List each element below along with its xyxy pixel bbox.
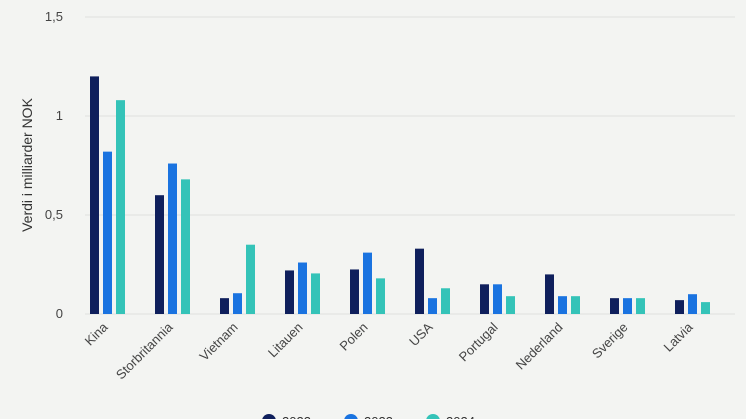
bar-2023-storbritannia bbox=[168, 163, 177, 314]
category-label: Sverige bbox=[589, 320, 631, 362]
category-label: Latvia bbox=[660, 319, 696, 355]
category-label: Nederland bbox=[513, 320, 566, 373]
bar-2022-vietnam bbox=[220, 298, 229, 314]
bar-2023-usa bbox=[428, 298, 437, 314]
legend-marker-2024 bbox=[426, 414, 440, 419]
bar-2023-vietnam bbox=[233, 293, 242, 314]
bar-2024-latvia bbox=[701, 302, 710, 314]
legend: 2022 2023 2024 bbox=[262, 414, 475, 419]
bar-2022-polen bbox=[350, 269, 359, 314]
y-tick-label: 1,5 bbox=[45, 9, 63, 24]
legend-marker-2022 bbox=[262, 414, 276, 419]
category-label: Vietnam bbox=[196, 320, 240, 364]
category-label: Polen bbox=[337, 320, 371, 354]
y-tick-label: 0,5 bbox=[45, 207, 63, 222]
bar-2022-latvia bbox=[675, 300, 684, 314]
bar-2023-kina bbox=[103, 151, 112, 314]
category-label: Kina bbox=[82, 319, 112, 349]
bar-2024-polen bbox=[376, 278, 385, 314]
bar-2022-sverige bbox=[610, 298, 619, 314]
bar-2024-litauen bbox=[311, 273, 320, 314]
legend-marker-2023 bbox=[344, 414, 358, 419]
bar-2022-storbritannia bbox=[155, 195, 164, 314]
category-label: Storbritannia bbox=[113, 319, 176, 382]
bar-2022-litauen bbox=[285, 270, 294, 314]
bar-2023-latvia bbox=[688, 294, 697, 314]
bars bbox=[90, 76, 710, 315]
y-axis-ticks: 0 0,5 1 1,5 bbox=[45, 9, 63, 321]
category-label: USA bbox=[406, 319, 436, 349]
bar-2024-vietnam bbox=[246, 244, 255, 314]
y-axis-title: Verdi i milliarder NOK bbox=[19, 97, 35, 231]
bar-2022-kina bbox=[90, 76, 99, 315]
bar-2023-polen bbox=[363, 252, 372, 314]
y-tick-label: 1 bbox=[56, 108, 63, 123]
bar-2024-storbritannia bbox=[181, 179, 190, 314]
bar-2023-nederland bbox=[558, 296, 567, 314]
category-labels: Kina Storbritannia Vietnam Litauen Polen USA P… bbox=[82, 319, 697, 382]
legend-label-2022: 2022 bbox=[282, 414, 311, 419]
bar-2024-portugal bbox=[506, 296, 515, 314]
bar-2022-portugal bbox=[480, 284, 489, 314]
bar-2024-usa bbox=[441, 288, 450, 314]
category-label: Portugal bbox=[456, 319, 501, 364]
bar-2024-sverige bbox=[636, 298, 645, 314]
y-tick-label: 0 bbox=[56, 306, 63, 321]
category-label: Litauen bbox=[265, 320, 306, 361]
legend-label-2024: 2024 bbox=[446, 414, 475, 419]
bar-2023-litauen bbox=[298, 262, 307, 314]
bar-2024-kina bbox=[116, 100, 125, 314]
bar-2024-nederland bbox=[571, 296, 580, 314]
bar-2022-nederland bbox=[545, 274, 554, 314]
legend-label-2023: 2023 bbox=[364, 414, 393, 419]
bar-2023-sverige bbox=[623, 298, 632, 314]
bar-2022-usa bbox=[415, 248, 424, 314]
bar-2023-portugal bbox=[493, 284, 502, 314]
